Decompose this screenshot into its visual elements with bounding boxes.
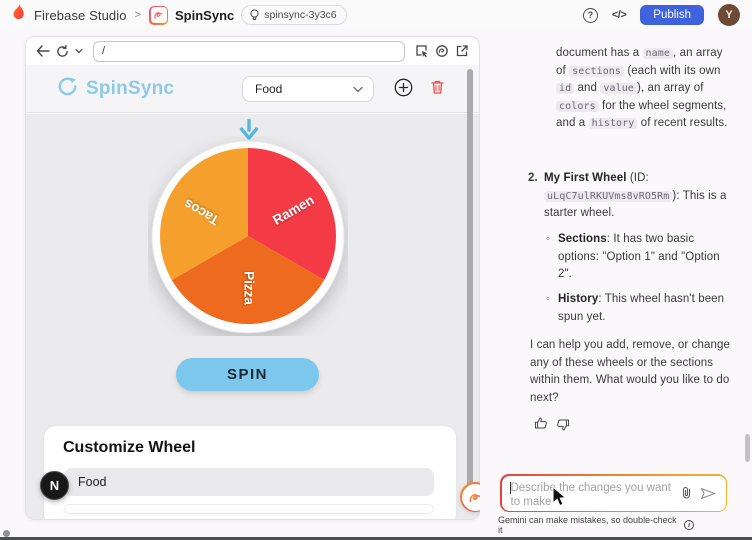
chevron-down-icon xyxy=(353,82,363,96)
spinner-wheel[interactable]: Ramen Pizza Tacos xyxy=(148,136,348,336)
breadcrumb-app-name[interactable]: SpinSync xyxy=(175,7,235,23)
wheel-pointer-icon xyxy=(238,118,260,146)
app-logo-text: SpinSync xyxy=(86,77,175,99)
mouse-cursor xyxy=(552,485,571,513)
attach-preview-icon[interactable] xyxy=(435,44,449,58)
breadcrumb-separator: > xyxy=(134,9,141,21)
wheel-select[interactable]: Food xyxy=(242,76,374,102)
brand-title[interactable]: Firebase Studio xyxy=(34,7,127,23)
chat-scrollbar[interactable] xyxy=(745,434,750,462)
chat-input[interactable] xyxy=(501,475,680,511)
environment-badge[interactable]: spinsync-3y3c6 xyxy=(241,5,347,25)
open-in-new-icon[interactable] xyxy=(455,44,469,58)
wheel-select-value: Food xyxy=(255,82,283,96)
disclaimer-text: Gemini can make mistakes, so double-chec… xyxy=(498,515,677,535)
firebase-flame-icon xyxy=(12,4,27,26)
chat-paragraph: document has a name, an array of section… xyxy=(556,47,728,129)
top-bar: Firebase Studio > SpinSync spinsync-3y3c… xyxy=(0,0,752,30)
corner-dot xyxy=(3,530,10,537)
wheel-name-value: Food xyxy=(78,475,107,489)
wheel-slice-pizza[interactable] xyxy=(171,236,325,324)
environment-icon xyxy=(250,9,259,20)
help-icon[interactable]: ? xyxy=(582,7,598,23)
avatar[interactable]: Y xyxy=(718,4,740,26)
spinsync-app-icon xyxy=(149,5,168,25)
wheel-slice-tacos[interactable] xyxy=(160,148,248,280)
wheel-name-input[interactable]: Food xyxy=(64,468,434,496)
send-icon[interactable] xyxy=(700,487,716,505)
thumbs-up-icon[interactable] xyxy=(534,416,548,435)
nextjs-dev-badge[interactable]: N xyxy=(40,471,69,500)
chat-sub-item: Sections: It has two basic options: "Opt… xyxy=(558,233,720,280)
app-body: Ramen Pizza Tacos SPIN Customize Wheel F… xyxy=(26,114,479,519)
open-code-icon[interactable]: </> xyxy=(611,9,627,21)
preview-toolbar xyxy=(26,37,479,65)
chat-sub-item: History: This wheel hasn't been spun yet… xyxy=(558,293,725,323)
refresh-icon[interactable] xyxy=(56,44,69,58)
chat-closing-paragraph: I can help you add, remove, or change an… xyxy=(530,339,730,404)
spin-button[interactable]: SPIN xyxy=(176,358,319,391)
text-caret xyxy=(509,481,511,494)
list-number: 2. xyxy=(528,172,538,184)
delete-wheel-icon[interactable] xyxy=(430,79,445,100)
back-icon[interactable] xyxy=(36,45,50,57)
app-header: SpinSync Food xyxy=(26,65,479,113)
sub-bullet-marker: ◦ xyxy=(546,233,550,245)
select-element-icon[interactable] xyxy=(415,44,429,58)
preview-panel: SpinSync Food Ramen Pizza Tacos SPIN xyxy=(25,36,480,520)
wheel-label-pizza: Pizza xyxy=(241,271,256,305)
thumbs-down-icon[interactable] xyxy=(556,418,570,437)
gemini-squiggle-icon xyxy=(469,493,481,502)
url-input[interactable] xyxy=(93,40,405,62)
chat-panel xyxy=(480,30,752,540)
add-wheel-button[interactable] xyxy=(394,78,413,102)
info-icon[interactable]: i xyxy=(684,520,694,530)
section-row[interactable] xyxy=(64,504,434,514)
preview-scrollbar[interactable] xyxy=(467,69,473,511)
publish-button[interactable]: Publish xyxy=(640,5,704,25)
gemini-disclaimer: Gemini can make mistakes, so double-chec… xyxy=(498,515,694,535)
customize-wheel-title: Customize Wheel xyxy=(63,439,196,456)
customize-wheel-card: Customize Wheel Food N xyxy=(40,426,456,519)
refresh-menu-chevron-icon[interactable] xyxy=(75,48,83,54)
bottom-bar xyxy=(0,537,752,540)
environment-name: spinsync-3y3c6 xyxy=(264,9,337,21)
chat-input-container xyxy=(500,474,727,512)
attach-file-icon[interactable] xyxy=(681,486,692,505)
sub-bullet-marker: ◦ xyxy=(546,293,550,305)
wheel-slice-ramen[interactable] xyxy=(248,148,336,280)
chat-list-item: My First Wheel (ID: uLqC7ulRKUVms8vRO5Rm… xyxy=(544,172,727,219)
spinsync-logo-icon xyxy=(56,75,79,103)
